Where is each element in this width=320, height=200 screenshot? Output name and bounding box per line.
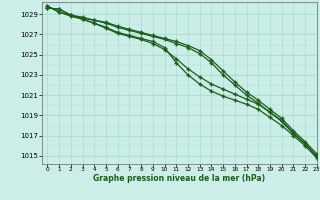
X-axis label: Graphe pression niveau de la mer (hPa): Graphe pression niveau de la mer (hPa) [93, 174, 265, 183]
